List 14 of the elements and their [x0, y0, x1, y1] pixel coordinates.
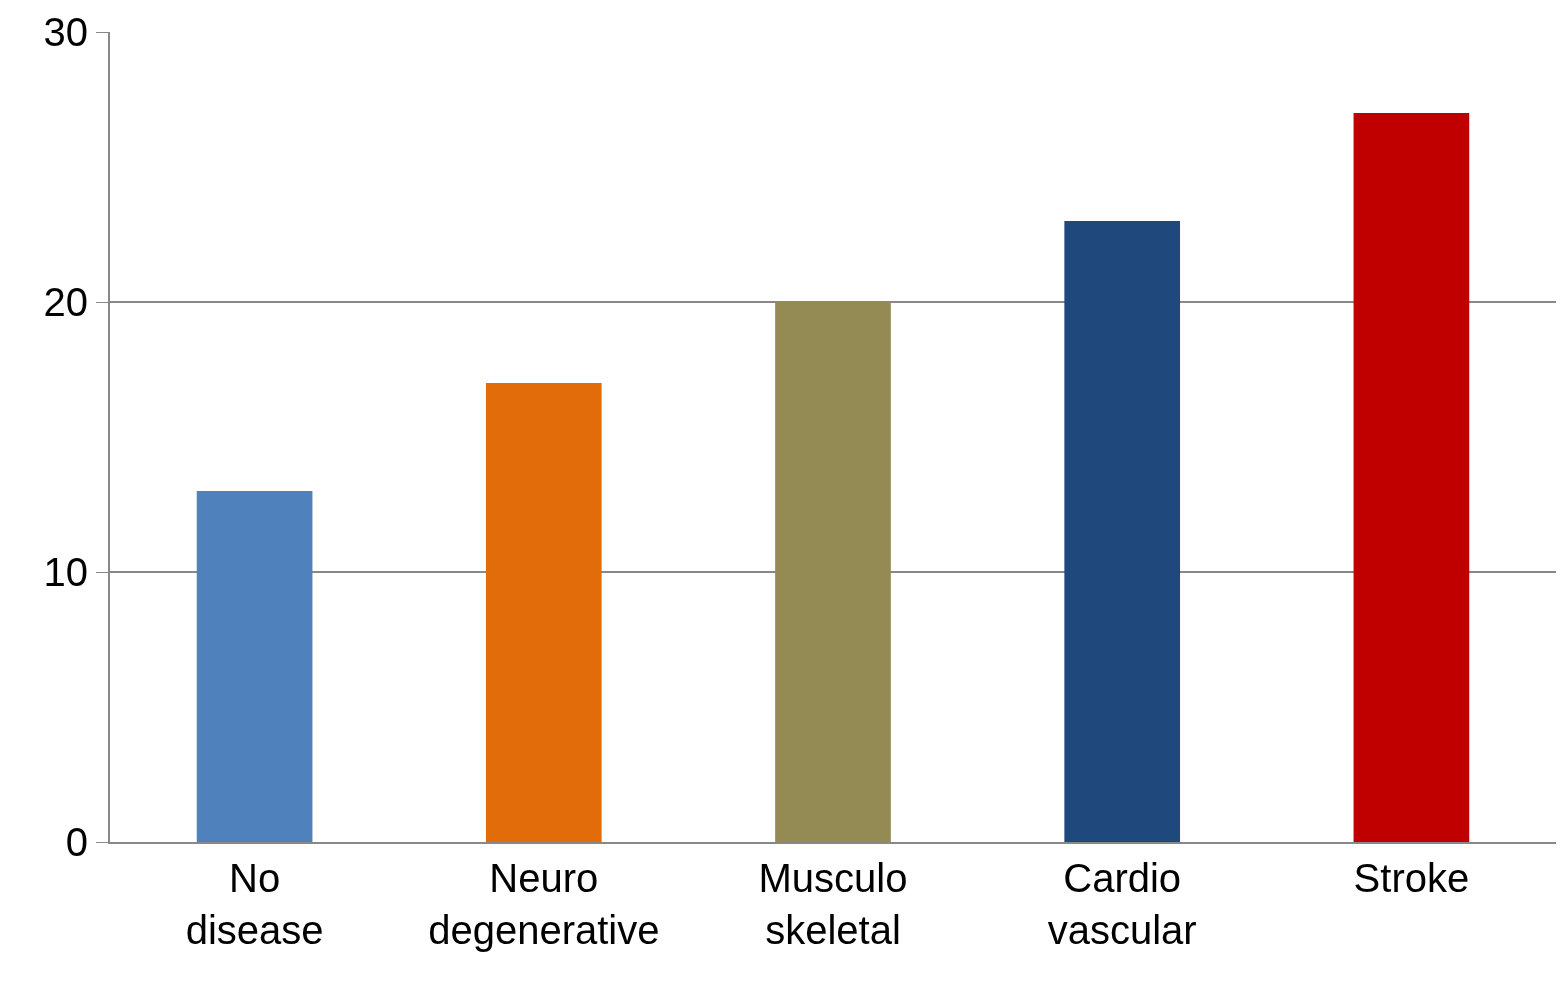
bar — [1353, 113, 1470, 842]
bar — [1064, 221, 1181, 842]
bar — [196, 491, 313, 842]
x-tick-label: Musculo skeletal — [758, 856, 908, 952]
x-tick-label: Stroke — [1353, 856, 1470, 900]
y-tick-label: 10 — [43, 550, 88, 594]
y-tick-label: 20 — [43, 280, 88, 324]
x-tick-label: Neuro degenerative — [428, 856, 660, 952]
y-tick-label: 30 — [43, 10, 88, 54]
bar — [775, 302, 891, 842]
x-tick-label: No disease — [185, 856, 324, 952]
bar — [485, 383, 602, 842]
y-tick-label: 0 — [65, 820, 88, 864]
x-tick-label: Cardio vascular — [1047, 856, 1197, 952]
